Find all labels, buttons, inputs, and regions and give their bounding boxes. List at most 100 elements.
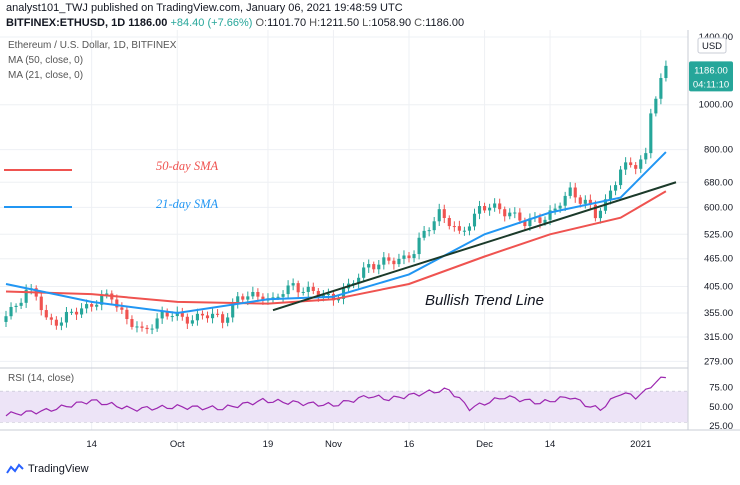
candle-body [301,291,305,293]
candle-body [483,206,487,211]
candle-body [276,296,280,298]
candle-body [14,305,18,307]
candle-body [578,197,582,204]
candle-body [568,187,572,196]
high-label: H: [309,17,321,29]
candle-body [165,311,169,317]
candle-body [9,306,13,317]
candle-body [200,313,205,316]
candle-body [437,209,441,222]
price-tick-label: 279.00 [704,356,733,367]
candle-body [24,289,28,303]
candle-body [195,313,199,321]
candle-body [281,294,285,297]
candle-body [629,162,633,166]
candle-body [538,217,542,223]
candle-body [44,310,48,318]
candle-body [95,304,99,307]
candle-body [477,206,482,214]
candle-body [659,78,663,99]
ma50-annotation: 50-day SMA [156,159,218,173]
price-change: +84.40 (+7.66%) [170,17,253,29]
bar-countdown: 04:11:10 [693,79,729,90]
candle-body [216,313,220,315]
time-tick-label: Nov [325,439,342,450]
rsi-band [0,391,688,423]
price-tick-label: 525.00 [704,229,733,240]
candle-body [462,230,466,232]
candle-body [654,98,658,114]
candle-body [548,210,552,220]
candle-body [422,230,426,238]
candle-body [447,218,451,227]
candle-body [155,318,159,329]
candle-body [286,285,290,295]
candle-body [372,264,376,270]
last-price-value: 1186.00 [694,65,728,76]
candle-body [467,226,472,231]
candle-body [226,317,230,323]
candle-body [336,298,341,301]
candle-body [210,313,215,319]
candle-body [608,190,613,200]
price-tick-label: 465.00 [704,254,733,265]
candle-body [528,218,532,227]
legend-ma50: MA (50, close, 0) [8,55,83,66]
candle-body [19,302,23,306]
legend-ma21: MA (21, close, 0) [8,70,83,81]
candle-body [205,315,210,319]
candle-body [412,254,416,259]
close-value: 1186.00 [425,17,465,29]
tradingview-footer[interactable]: TradingView [6,463,89,475]
candle-body [472,213,477,227]
candle-body [54,319,58,326]
rsi-axis[interactable]: 75.00 50.00 25.00 [709,382,733,432]
grid [0,30,688,430]
candle-body [664,65,668,79]
candle-body [624,162,628,170]
candle-body [382,257,386,265]
candle-body [644,153,648,160]
low-label: L: [362,17,372,29]
candle-body [140,326,144,328]
time-tick-label: 14 [545,439,556,450]
rsi-tick-label: 75.00 [709,382,733,393]
candles [4,60,668,335]
time-axis[interactable]: 14 Oct 19 Nov 16 Dec 14 2021 [86,439,651,450]
rsi-line [5,376,666,417]
candle-body [115,299,119,308]
candle-body [402,255,406,259]
current-price: 1186.00 [128,17,168,29]
candle-body [427,230,431,232]
currency-button[interactable] [697,37,727,54]
candle-body [543,219,547,223]
price-tick-label: 680.00 [704,177,733,188]
time-tick-label: 14 [86,439,97,450]
candle-body [296,283,300,293]
candle-body [221,314,225,323]
candle-body [417,237,421,255]
candle-body [64,311,69,323]
candle-body [553,208,557,211]
candle-body [503,209,507,217]
candle-body [231,303,235,318]
candle-body [573,187,577,198]
candle-body [326,293,330,295]
close-label: C: [414,17,426,29]
symbol[interactable]: BITFINEX:ETHUSD, 1D [6,17,126,29]
candle-body [634,165,638,169]
candle-body [523,220,527,227]
price-axis[interactable]: 1400.001000.00800.00680.00600.00525.0046… [699,32,733,367]
candle-body [256,291,260,297]
ohlc-line: BITFINEX:ETHUSD, 1D 1186.00 +84.40 (+7.6… [6,17,464,29]
candle-body [170,316,174,318]
candle-body [613,185,618,191]
candle-body [59,322,63,326]
price-tick-label: 600.00 [704,202,733,213]
price-tick-label: 315.00 [704,332,733,343]
candle-body [150,328,154,330]
publish-line: analyst101_TWJ published on TradingView.… [6,2,403,14]
rsi-tick-label: 25.00 [709,421,733,432]
candle-body [69,311,74,313]
